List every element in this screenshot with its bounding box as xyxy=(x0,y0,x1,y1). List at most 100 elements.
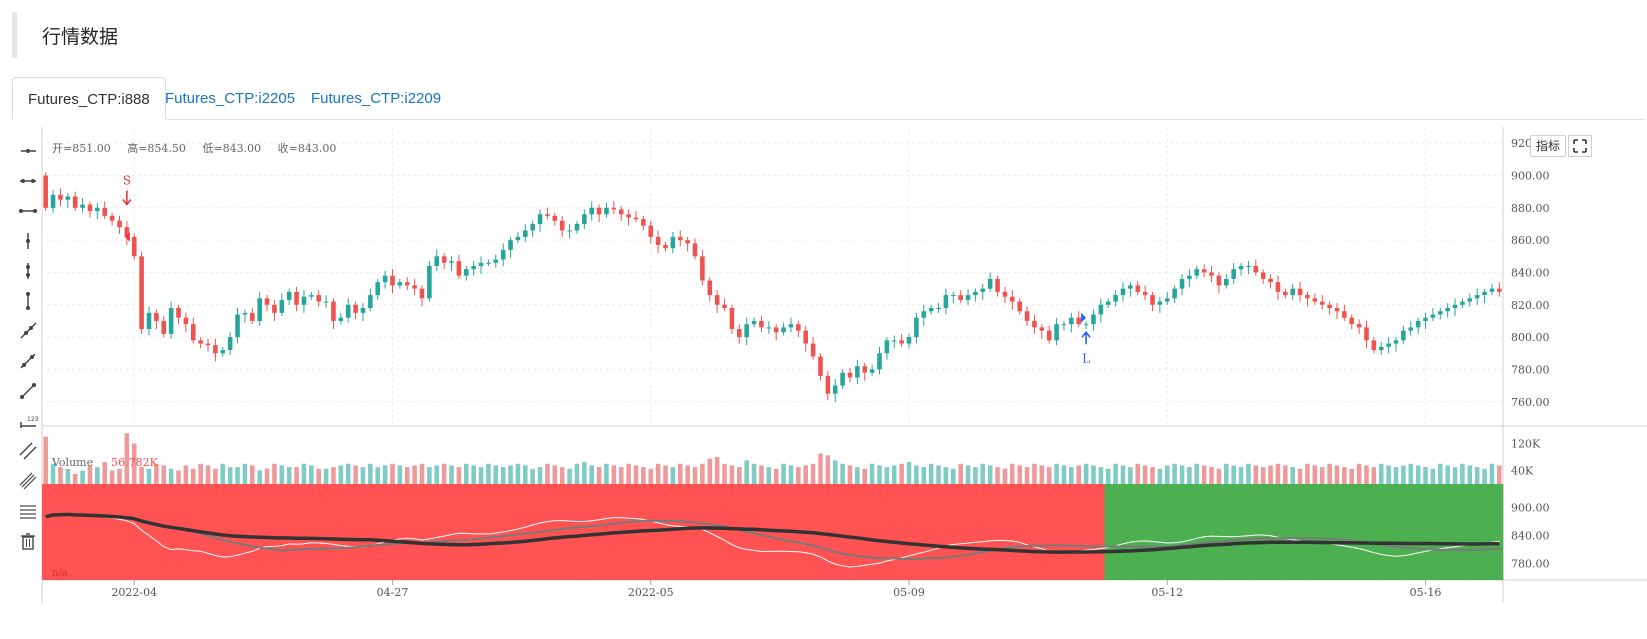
regime-bar xyxy=(949,484,958,580)
volume-bar xyxy=(943,467,949,484)
candle-body xyxy=(862,366,868,373)
fib-retracement-icon[interactable] xyxy=(18,501,38,521)
fullscreen-button[interactable] xyxy=(1568,135,1592,157)
volume-bar xyxy=(973,467,978,484)
regime-bar xyxy=(698,484,707,580)
price-label-icon[interactable]: 123 xyxy=(18,411,38,431)
candle-body xyxy=(419,288,425,299)
volume-bar xyxy=(1046,467,1052,484)
regime-bar xyxy=(558,484,567,580)
candle-body xyxy=(722,304,727,309)
volume-bar xyxy=(545,463,550,484)
volume-bar xyxy=(1452,467,1458,484)
candle-body xyxy=(567,230,572,232)
candle-body xyxy=(286,291,292,300)
candle-body xyxy=(154,312,159,321)
volume-bar xyxy=(323,468,329,484)
candle-body xyxy=(323,301,329,303)
regime-bar xyxy=(1163,484,1172,580)
volume-bar xyxy=(331,467,336,484)
candle-body xyxy=(1098,304,1104,315)
tab-i888[interactable]: Futures_CTP:i888 xyxy=(12,77,166,120)
volume-bar xyxy=(751,463,757,484)
volume-bar xyxy=(515,463,521,484)
regime-bar xyxy=(56,484,65,580)
regime-bar xyxy=(1266,484,1275,580)
volume-bar xyxy=(441,463,447,484)
ray-icon[interactable] xyxy=(18,321,38,341)
tab-i2205[interactable]: Futures_CTP:i2205 xyxy=(165,90,296,107)
regime-bar xyxy=(1274,484,1282,580)
volume-bar xyxy=(1334,465,1340,484)
candle-body xyxy=(1024,311,1030,321)
volume-bar xyxy=(884,467,890,484)
segment-icon[interactable] xyxy=(18,381,38,401)
regime-bar xyxy=(1407,484,1415,580)
candle-body xyxy=(471,265,476,270)
regime-bar xyxy=(551,484,559,580)
candle-body xyxy=(1150,295,1155,305)
candle-body xyxy=(1069,317,1074,325)
candle-body xyxy=(537,214,543,224)
fib-lines-icon[interactable] xyxy=(18,471,38,491)
volume-bar xyxy=(958,463,963,484)
price-tick-label: 840.00 xyxy=(1511,266,1550,279)
regime-bar xyxy=(765,484,773,580)
volume-bar xyxy=(950,468,956,484)
time-tick-label: 2022-04 xyxy=(111,586,157,599)
vertical-ray-icon[interactable] xyxy=(18,231,38,251)
candle-body xyxy=(1415,320,1421,328)
indicator-button[interactable]: 指标 xyxy=(1530,135,1567,157)
vertical-line-icon[interactable] xyxy=(18,261,38,281)
volume-bar xyxy=(832,460,838,484)
page-header: 行情数据 xyxy=(12,12,1637,58)
candle-body xyxy=(1460,301,1465,305)
parallel-channel-icon[interactable] xyxy=(18,441,38,461)
candle-body xyxy=(1423,317,1428,321)
extended-line-icon[interactable] xyxy=(18,351,38,371)
candle-body xyxy=(825,375,831,394)
candle-body xyxy=(1201,269,1207,273)
volume-bar xyxy=(87,465,93,484)
candle-body xyxy=(109,215,115,221)
volume-bar xyxy=(102,462,108,484)
volume-bar xyxy=(1497,465,1502,484)
price-tick-label: 900.00 xyxy=(1511,169,1550,182)
volume-tick-label: 40K xyxy=(1511,465,1534,478)
regime-bar xyxy=(964,484,973,580)
candle-body xyxy=(1142,291,1148,296)
candle-body xyxy=(176,308,181,318)
candle-body xyxy=(530,223,535,231)
candle-body xyxy=(626,214,631,218)
regime-bar xyxy=(403,484,412,580)
candle-body xyxy=(943,295,949,309)
regime-bar xyxy=(942,484,950,580)
volume-bar xyxy=(235,467,240,484)
vertical-segment-icon[interactable] xyxy=(18,291,38,311)
candle-body xyxy=(434,256,440,266)
candle-body xyxy=(1342,311,1347,318)
volume-bar xyxy=(1437,463,1443,484)
volume-bar xyxy=(1157,468,1163,484)
regime-bar xyxy=(292,484,301,580)
volume-bar xyxy=(117,468,122,484)
regime-bar xyxy=(1030,484,1039,580)
regime-bar xyxy=(1259,484,1268,580)
horizontal-ray-icon[interactable] xyxy=(18,141,38,161)
regime-bar xyxy=(1414,484,1423,580)
regime-bar xyxy=(42,484,50,580)
volume-bar xyxy=(980,463,986,484)
tab-i2209[interactable]: Futures_CTP:i2209 xyxy=(311,90,442,107)
horizontal-line-icon[interactable] xyxy=(18,171,38,191)
regime-bar xyxy=(1200,484,1209,580)
candle-body xyxy=(205,343,211,346)
price-tick-label: 760.00 xyxy=(1511,396,1550,409)
horizontal-segment-icon[interactable] xyxy=(18,201,38,221)
trash-icon[interactable] xyxy=(18,531,38,551)
volume-bar xyxy=(309,465,314,484)
candle-body xyxy=(1032,320,1037,328)
regime-bar xyxy=(521,484,530,580)
volume-bar xyxy=(921,467,927,484)
regime-bar xyxy=(1119,484,1127,580)
